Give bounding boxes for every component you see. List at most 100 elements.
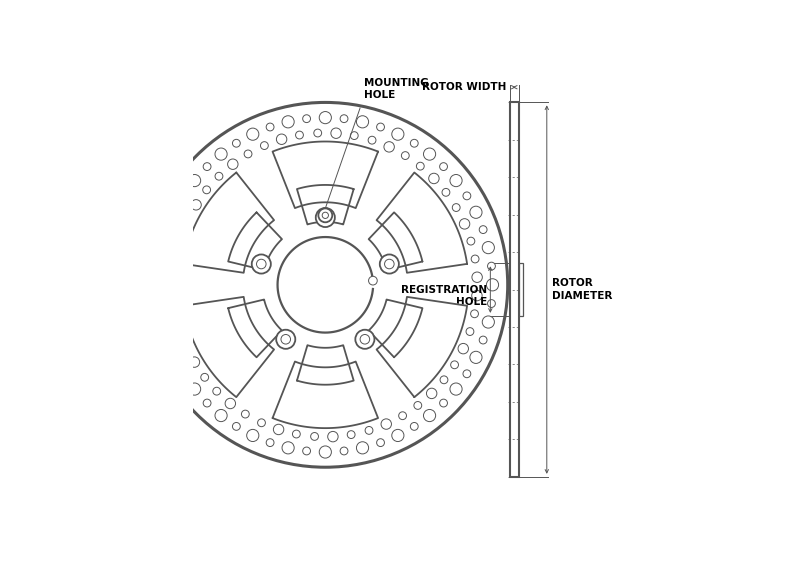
Circle shape: [215, 148, 227, 160]
Circle shape: [163, 226, 171, 233]
Circle shape: [410, 422, 418, 430]
Circle shape: [381, 419, 391, 429]
Circle shape: [171, 250, 182, 261]
Circle shape: [357, 442, 369, 454]
Circle shape: [261, 142, 268, 149]
Circle shape: [276, 330, 295, 349]
Circle shape: [215, 173, 223, 180]
Circle shape: [472, 290, 482, 301]
Text: REGISTRATION
HOLE: REGISTRATION HOLE: [401, 285, 487, 307]
Circle shape: [482, 241, 494, 254]
Circle shape: [258, 419, 266, 427]
Circle shape: [169, 351, 181, 363]
Circle shape: [302, 447, 310, 455]
Circle shape: [152, 279, 164, 291]
Circle shape: [384, 142, 394, 152]
Circle shape: [228, 159, 238, 169]
Circle shape: [331, 128, 342, 138]
Circle shape: [180, 370, 188, 378]
Circle shape: [155, 262, 163, 270]
Polygon shape: [228, 299, 282, 357]
Circle shape: [314, 129, 322, 137]
Text: MOUNTING
HOLE: MOUNTING HOLE: [365, 78, 429, 100]
Circle shape: [182, 342, 190, 350]
Circle shape: [470, 351, 482, 363]
Text: ROTOR
DIAMETER: ROTOR DIAMETER: [552, 278, 612, 301]
Circle shape: [347, 431, 355, 439]
Circle shape: [458, 343, 469, 354]
Circle shape: [233, 422, 240, 430]
Circle shape: [429, 173, 439, 184]
Circle shape: [316, 208, 335, 227]
Circle shape: [392, 429, 404, 442]
Circle shape: [470, 206, 482, 218]
Circle shape: [486, 279, 498, 291]
Polygon shape: [369, 299, 422, 357]
Circle shape: [479, 226, 487, 233]
Circle shape: [360, 334, 370, 344]
Circle shape: [302, 114, 310, 122]
Polygon shape: [297, 185, 354, 224]
Circle shape: [266, 123, 274, 131]
Circle shape: [440, 376, 448, 384]
Circle shape: [377, 439, 385, 447]
Circle shape: [276, 134, 287, 144]
Circle shape: [177, 234, 185, 242]
Circle shape: [487, 299, 495, 307]
Circle shape: [293, 430, 300, 438]
Circle shape: [459, 219, 470, 229]
Circle shape: [414, 402, 422, 409]
Circle shape: [369, 276, 378, 285]
Circle shape: [252, 254, 271, 274]
Circle shape: [215, 409, 227, 422]
Circle shape: [398, 412, 406, 420]
Circle shape: [440, 162, 447, 170]
Circle shape: [246, 429, 259, 442]
Circle shape: [340, 114, 348, 122]
Circle shape: [487, 262, 495, 270]
Circle shape: [380, 254, 399, 274]
Circle shape: [281, 334, 290, 344]
Circle shape: [191, 200, 202, 210]
Polygon shape: [183, 297, 274, 397]
Circle shape: [282, 442, 294, 454]
Circle shape: [242, 410, 250, 418]
Circle shape: [143, 103, 508, 467]
Circle shape: [319, 112, 331, 124]
Circle shape: [328, 431, 338, 442]
Circle shape: [471, 255, 479, 263]
Circle shape: [203, 162, 211, 170]
Polygon shape: [369, 213, 422, 270]
Circle shape: [183, 217, 191, 225]
Circle shape: [244, 150, 252, 158]
Circle shape: [368, 136, 376, 144]
Circle shape: [180, 192, 188, 200]
Circle shape: [310, 433, 318, 440]
Circle shape: [321, 213, 330, 222]
Circle shape: [203, 399, 211, 407]
Circle shape: [319, 446, 331, 458]
Circle shape: [472, 272, 482, 283]
Circle shape: [190, 357, 200, 367]
Circle shape: [201, 373, 209, 381]
Circle shape: [357, 116, 369, 128]
Circle shape: [225, 398, 235, 409]
Circle shape: [156, 241, 168, 254]
Polygon shape: [183, 173, 274, 273]
Circle shape: [282, 116, 294, 128]
Circle shape: [479, 336, 487, 344]
Circle shape: [170, 289, 178, 296]
Text: ROTOR WIDTH: ROTOR WIDTH: [422, 82, 506, 92]
Circle shape: [176, 325, 184, 332]
Polygon shape: [273, 362, 378, 428]
Circle shape: [189, 383, 201, 395]
Circle shape: [450, 174, 462, 187]
Circle shape: [170, 270, 178, 278]
Circle shape: [170, 306, 181, 316]
Circle shape: [266, 439, 274, 447]
Circle shape: [246, 128, 259, 140]
Circle shape: [233, 139, 240, 147]
Circle shape: [257, 259, 266, 269]
Circle shape: [155, 299, 163, 307]
Bar: [510, 103, 518, 477]
